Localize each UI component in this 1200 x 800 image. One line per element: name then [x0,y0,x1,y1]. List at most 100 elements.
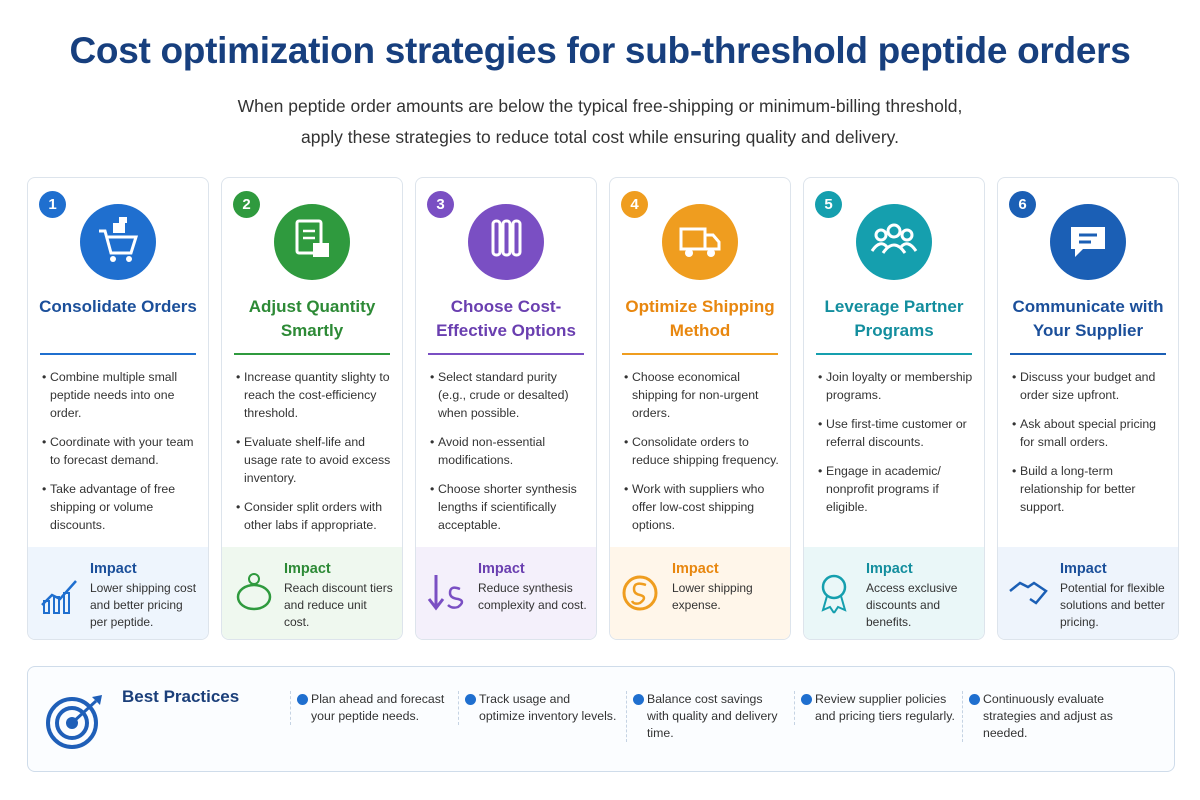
bullet-list: Join loyalty or membership programs. Use … [818,368,974,527]
check-dot [801,694,812,705]
bullet: Consider split orders with other labs if… [236,498,392,534]
check-dot [969,694,980,705]
impact-icon [1008,569,1052,622]
impact-glyph [41,580,77,614]
impact-icon [426,569,470,622]
subtitle-line: apply these strategies to reduce total c… [301,127,899,147]
card-title: Choose Cost-Effective Options [436,297,576,340]
impact-panel: Impact Lower shipping expense. [610,547,790,639]
bullet-list: Increase quantity slighty to reach the c… [236,368,392,545]
step-number: 1 [39,191,66,218]
target-icon [46,695,102,749]
divider [1010,353,1166,355]
strategy-icon [1049,203,1127,286]
subtitle-line: When peptide order amounts are below the… [237,96,963,116]
impact-glyph [821,574,847,614]
bullet: Take advantage of free shipping or volum… [42,480,198,534]
strategy-icon [273,203,351,286]
best-practice-item: Review supplier policies and pricing tie… [794,691,955,725]
bullet: Discuss your budget and order size upfro… [1012,368,1168,404]
impact-text: Access exclusive discounts and benefits. [866,581,958,629]
card-title: Consolidate Orders [39,297,197,316]
strategy-card: 3 Choose Cost-Effective Options Select sta… [415,177,597,640]
divider [816,353,972,355]
strategy-card: 1 Consolidate Orders Combine multiple smal… [27,177,209,640]
impact-glyph [427,575,464,611]
card-title: Communicate with Your Supplier [1012,297,1164,340]
step-number: 4 [621,191,648,218]
check-dot [633,694,644,705]
best-practice-text: Review supplier policies and pricing tie… [815,692,955,723]
impact-text: Lower shipping expense. [672,581,753,612]
icon-graphic [662,204,738,280]
icon-graphic [856,204,932,280]
bullet: Evaluate shelf-life and usage rate to av… [236,433,392,487]
impact-panel: Impact Reduce synthesis complexity and co… [416,547,596,639]
strategy-icon [661,203,739,286]
best-practices-panel: Best Practices Plan ahead and forecast y… [27,666,1175,772]
icon-graphic [468,204,544,280]
impact-panel: Impact Potential for flexible solutions a… [998,547,1178,639]
strategy-card: 6 Communicate with Your Supplier Discuss y… [997,177,1179,640]
strategy-icon [467,203,545,286]
strategy-card: 5 Leverage Partner Programs Join loyalty o… [803,177,985,640]
bullet: Select standard purity (e.g., crude or d… [430,368,586,422]
bullet: Join loyalty or membership programs. [818,368,974,404]
bullet: Build a long-term relationship for bette… [1012,462,1168,516]
strategy-icon [855,203,933,286]
card-title: Adjust Quantity Smartly [248,297,376,340]
strategy-card: 2 Adjust Quantity Smartly Increase quantit… [221,177,403,640]
bullet: Coordinate with your team to forecast de… [42,433,198,469]
impact-glyph [622,575,658,611]
bullet: Increase quantity slighty to reach the c… [236,368,392,422]
bullet: Ask about special pricing for small orde… [1012,415,1168,451]
icon-graphic [80,204,156,280]
impact-glyph [1009,581,1048,605]
divider [234,353,390,355]
bullet-list: Choose economical shipping for non-urgen… [624,368,780,545]
impact-panel: Impact Access exclusive discounts and ben… [804,547,984,639]
impact-icon [814,569,858,622]
impact-text: Reach discount tiers and reduce unit cos… [284,581,393,629]
impact-label: Impact [284,561,331,577]
strategy-icon [79,203,157,286]
impact-label: Impact [478,561,525,577]
impact-text: Lower shipping cost and better pricing p… [90,581,197,629]
best-practice-text: Continuously evaluate strategies and adj… [983,692,1113,740]
bullet: Engage in academic/ nonprofit programs i… [818,462,974,516]
bullet: Combine multiple small peptide needs int… [42,368,198,422]
divider [40,353,196,355]
impact-label: Impact [1060,561,1107,577]
card-title: Leverage Partner Programs [824,297,964,340]
step-number: 5 [815,191,842,218]
page-title: Cost optimization strategies for sub-thr… [69,30,1131,71]
check-dot [465,694,476,705]
bullet-list: Select standard purity (e.g., crude or d… [430,368,586,545]
impact-panel: Impact Reach discount tiers and reduce un… [222,547,402,639]
divider [622,353,778,355]
best-practice-item: Plan ahead and forecast your peptide nee… [290,691,451,725]
divider [428,353,584,355]
best-practice-item: Balance cost savings with quality and de… [626,691,787,742]
step-number: 2 [233,191,260,218]
card-title: Optimize Shipping Method [625,297,775,340]
step-number: 6 [1009,191,1036,218]
bullet: Use first-time customer or referral disc… [818,415,974,451]
bullet-list: Combine multiple small peptide needs int… [42,368,198,545]
impact-text: Potential for flexible solutions and bet… [1060,581,1165,629]
icon-graphic [1050,204,1126,280]
impact-icon [232,569,276,622]
best-practice-item: Track usage and optimize inventory level… [458,691,619,725]
check-dot [297,694,308,705]
best-practice-text: Balance cost savings with quality and de… [647,692,778,740]
bullet: Work with suppliers who offer low-cost s… [624,480,780,534]
bullet-list: Discuss your budget and order size upfro… [1012,368,1168,527]
impact-label: Impact [866,561,913,577]
best-practice-text: Plan ahead and forecast your peptide nee… [311,692,445,723]
best-practice-item: Continuously evaluate strategies and adj… [962,691,1123,742]
best-practices-title: Best Practices [122,687,240,706]
impact-glyph [236,573,272,611]
bullet: Choose shorter synthesis lengths if scie… [430,480,586,534]
best-practice-text: Track usage and optimize inventory level… [479,692,617,723]
